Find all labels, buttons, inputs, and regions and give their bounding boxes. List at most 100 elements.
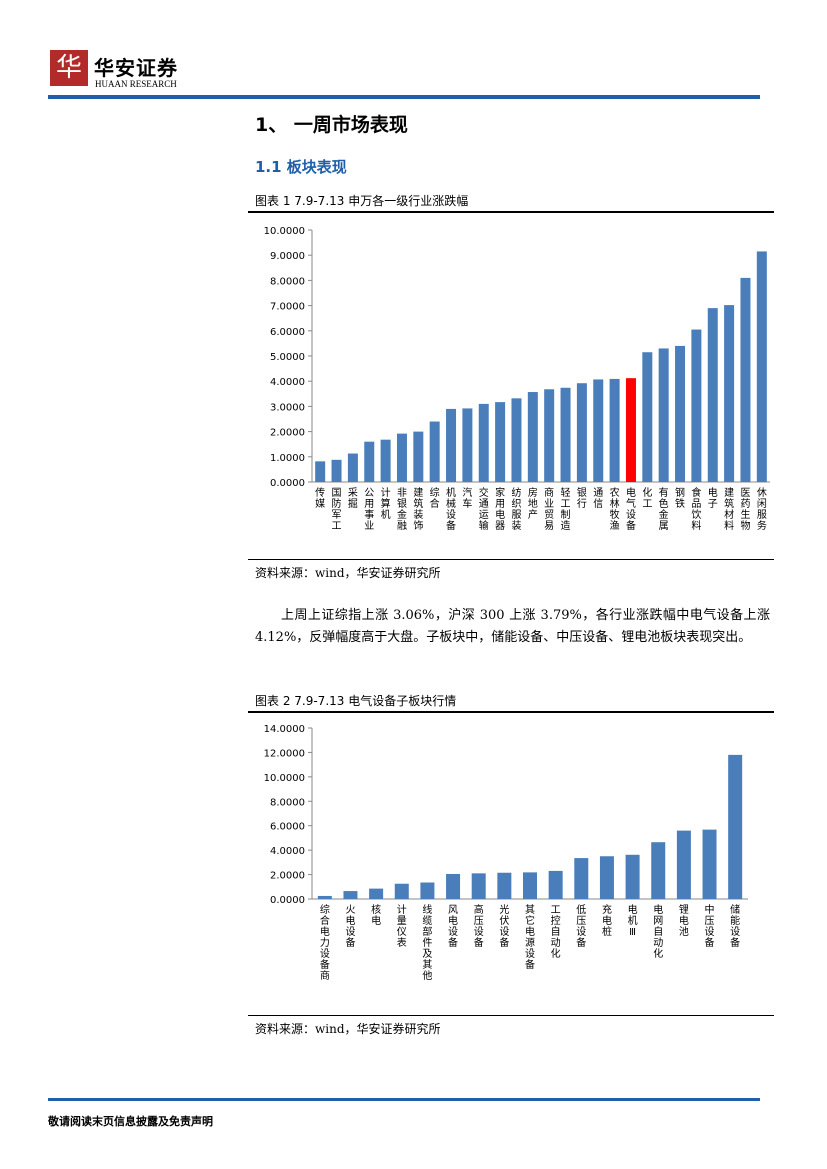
bar <box>576 383 587 482</box>
bar <box>364 441 375 482</box>
x-tick-label: 轻工制造 <box>561 486 571 532</box>
bar <box>347 453 358 482</box>
x-tick-label: 核电 <box>371 903 381 927</box>
x-tick-label: 储能设备 <box>730 903 740 949</box>
bar <box>599 856 614 899</box>
bar <box>317 895 332 899</box>
footer-disclaimer: 敬请阅读末页信息披露及免责声明 <box>48 1115 213 1128</box>
figure-1-bottom-rule <box>248 559 774 560</box>
body-paragraph: 上周上证综指上涨 3.06%，沪深 300 上涨 3.79%，各行业涨跌幅中电气… <box>255 608 770 645</box>
x-tick-label: 国防军工 <box>332 487 342 532</box>
bar <box>574 858 589 899</box>
figure-2-chart: 0.0000 2.0000 4.0000 6.0000 8.0000 10.0000 12.… <box>264 724 748 982</box>
bar <box>560 387 571 482</box>
bar <box>740 277 751 482</box>
x-tick-label: 医药生物 <box>740 487 750 532</box>
bar <box>625 854 640 899</box>
x-tick-label: 纺织服装 <box>511 486 521 532</box>
figure-1-top-rule <box>248 211 774 213</box>
figure-1-title: 图表 1 7.9-7.13 申万各一级行业涨跌幅 <box>255 194 469 208</box>
x-tick-label: 电网自动化 <box>653 903 663 960</box>
y-tick-label: 3.0000 <box>270 402 305 413</box>
bar <box>676 830 691 899</box>
x-tick-label: 中压设备 <box>705 903 715 949</box>
bar <box>593 379 604 482</box>
bar <box>548 870 563 899</box>
bar <box>724 305 735 482</box>
bar <box>369 888 384 899</box>
y-tick-label: 8.0000 <box>270 276 305 287</box>
bar <box>651 842 666 899</box>
footer-divider <box>48 1098 760 1101</box>
figure-1-chart: 0.0000 1.0000 2.0000 3.0000 4.0000 5.0000 6.00… <box>264 226 770 532</box>
bar <box>642 352 653 482</box>
y-tick-label: 14.0000 <box>264 724 305 735</box>
x-tick-label: 电气设备 <box>626 486 636 532</box>
figure-2-bottom-rule <box>248 1015 774 1016</box>
y-tick-label: 2.0000 <box>270 428 305 439</box>
logo <box>50 50 88 86</box>
x-tick-label: 高压设备 <box>474 903 484 949</box>
x-tick-label: 化工 <box>642 486 652 510</box>
figure-2-title: 图表 2 7.9-7.13 电气设备子板块行情 <box>255 694 457 708</box>
y-tick-label: 4.0000 <box>270 846 305 857</box>
bar <box>478 403 489 482</box>
bar <box>609 378 620 482</box>
y-tick-label: 0.0000 <box>270 478 305 489</box>
bar <box>343 891 358 899</box>
x-tick-label: 充电桩 <box>602 903 612 938</box>
bar <box>315 461 326 482</box>
bar <box>756 251 767 482</box>
y-tick-label: 12.0000 <box>264 748 305 759</box>
bar <box>331 459 342 482</box>
bar <box>527 392 538 482</box>
figure-2-source: 资料来源：wind，华安证券研究所 <box>255 1022 441 1036</box>
bar <box>691 329 702 482</box>
bar <box>471 873 486 899</box>
logo-icon: 华 <box>55 53 82 83</box>
x-tick-label: 综合电力设备商 <box>320 903 330 982</box>
x-tick-label: 汽车 <box>462 486 472 510</box>
bar <box>429 421 440 482</box>
x-tick-label: 线缆部件及其他 <box>422 903 432 982</box>
x-tick-label: 建筑材料 <box>724 486 734 532</box>
x-tick-label: 公用事业 <box>364 488 374 532</box>
x-tick-label: 工控自动化 <box>551 905 561 960</box>
y-tick-label: 6.0000 <box>270 822 305 833</box>
x-tick-label: 建筑装饰 <box>413 486 423 532</box>
y-tick-label: 10.0000 <box>264 773 305 784</box>
bar <box>658 348 669 482</box>
y-tick-label: 0.0000 <box>270 895 305 906</box>
bar <box>511 398 522 482</box>
subsection-title: 1.1 板块表现 <box>255 158 347 176</box>
x-tick-label: 机械设备 <box>446 486 456 532</box>
x-tick-label: 计量仪表 <box>397 903 407 949</box>
x-tick-label: 有色金属 <box>659 486 669 532</box>
bar <box>394 883 409 899</box>
section-title: 1、 一周市场表现 <box>255 114 408 136</box>
x-tick-label: 传媒 <box>315 487 325 510</box>
bar <box>497 872 512 899</box>
y-tick-label: 7.0000 <box>270 302 305 313</box>
y-tick-label: 5.0000 <box>270 352 305 363</box>
x-tick-label: 其它电源设备 <box>525 904 535 971</box>
x-tick-label: 食品饮料 <box>691 486 701 532</box>
brand-name: 华安证券 <box>94 56 178 80</box>
x-tick-label: 锂电池 <box>679 904 689 938</box>
header-divider <box>48 95 760 99</box>
bar <box>446 408 457 482</box>
y-tick-label: 10.0000 <box>264 226 305 237</box>
bar <box>413 431 424 482</box>
x-tick-label: 低压设备 <box>576 903 586 949</box>
x-tick-label: 休闲服务 <box>757 487 767 532</box>
y-tick-label: 1.0000 <box>270 453 305 464</box>
y-tick-label: 8.0000 <box>270 797 305 808</box>
brand-name-en: HUAAN RESEARCH <box>95 79 177 89</box>
x-tick-label: 交通运输 <box>479 486 489 532</box>
bar <box>728 754 743 899</box>
bar <box>420 882 435 899</box>
x-tick-label: 房地产 <box>528 486 538 521</box>
bar <box>396 433 407 482</box>
x-tick-label: 通信 <box>593 487 603 510</box>
bar <box>625 378 636 482</box>
